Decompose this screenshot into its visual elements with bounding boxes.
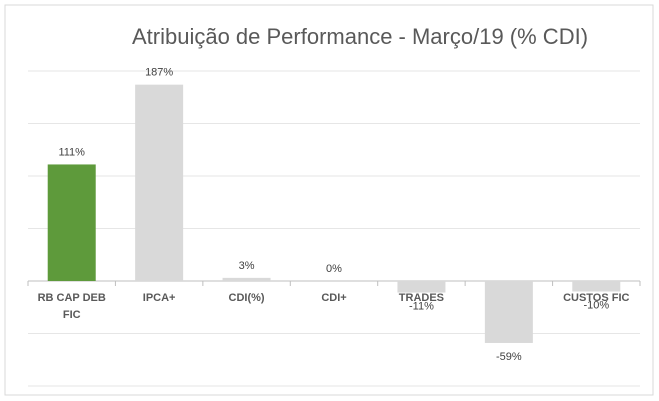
bar xyxy=(397,281,446,293)
value-label: -59% xyxy=(496,351,522,363)
value-label: 0% xyxy=(326,263,342,275)
x-tick-label: CDI(%) xyxy=(229,292,265,304)
x-tick-label: CUSTOS FIC xyxy=(563,292,629,304)
bar xyxy=(484,281,533,343)
bar xyxy=(572,281,621,292)
x-tick-label: CDI+ xyxy=(321,292,346,304)
bar xyxy=(222,277,271,281)
bar xyxy=(135,84,184,282)
x-tick-label: TRADES xyxy=(399,292,444,304)
value-label: 187% xyxy=(145,67,173,79)
x-tick-label: IPCA+ xyxy=(143,292,176,304)
bar xyxy=(47,164,96,281)
x-tick-label: RB CAP DEB FIC xyxy=(38,292,106,321)
value-label: 111% xyxy=(58,146,85,158)
value-label: -11% xyxy=(409,300,434,312)
value-label: -10% xyxy=(583,299,609,311)
chart-title: Atribuição de Performance - Março/19 (% … xyxy=(132,24,588,49)
chart-frame xyxy=(4,4,654,396)
value-label: 3% xyxy=(239,260,255,272)
